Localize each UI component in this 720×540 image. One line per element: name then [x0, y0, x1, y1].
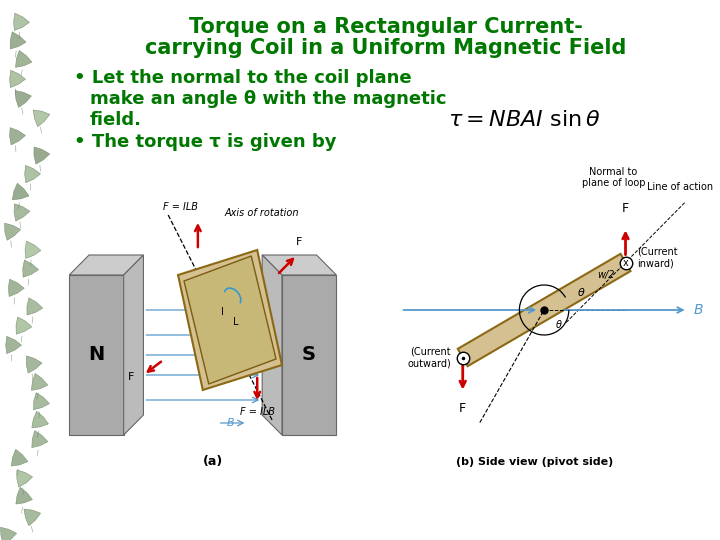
Text: $\theta$: $\theta$: [577, 286, 586, 298]
Polygon shape: [24, 165, 40, 183]
Text: F: F: [127, 372, 134, 382]
Text: carrying Coil in a Uniform Magnetic Field: carrying Coil in a Uniform Magnetic Fiel…: [145, 38, 626, 58]
Polygon shape: [25, 241, 41, 258]
Polygon shape: [184, 256, 276, 384]
Text: F: F: [459, 402, 467, 415]
Polygon shape: [124, 255, 143, 435]
Polygon shape: [9, 70, 25, 87]
Polygon shape: [262, 255, 336, 275]
Text: • Let the normal to the coil plane: • Let the normal to the coil plane: [74, 69, 412, 87]
Polygon shape: [458, 254, 631, 366]
Text: (a): (a): [202, 455, 222, 468]
Text: Line of action: Line of action: [647, 183, 713, 192]
Polygon shape: [16, 317, 32, 334]
Polygon shape: [32, 430, 48, 448]
Polygon shape: [69, 275, 124, 435]
Text: S: S: [302, 346, 315, 365]
Text: • The torque τ is given by: • The torque τ is given by: [74, 133, 337, 151]
Polygon shape: [69, 255, 143, 275]
Polygon shape: [26, 356, 42, 373]
Text: F: F: [622, 201, 629, 214]
Polygon shape: [10, 32, 26, 49]
Polygon shape: [12, 449, 28, 466]
Text: w/2: w/2: [597, 270, 614, 280]
Text: (b) Side view (pivot side): (b) Side view (pivot side): [456, 457, 613, 467]
Text: field.: field.: [90, 111, 142, 129]
Text: F = ILB: F = ILB: [163, 202, 198, 212]
Polygon shape: [178, 250, 282, 390]
Polygon shape: [24, 509, 40, 526]
Polygon shape: [262, 255, 282, 435]
Polygon shape: [27, 298, 42, 315]
Text: N: N: [88, 346, 104, 365]
Polygon shape: [16, 50, 32, 68]
Polygon shape: [32, 374, 48, 390]
Polygon shape: [14, 204, 30, 221]
Polygon shape: [33, 110, 50, 127]
Polygon shape: [9, 279, 24, 296]
Text: Axis of rotation: Axis of rotation: [225, 208, 300, 218]
Text: B: B: [227, 418, 234, 428]
Text: F: F: [296, 237, 302, 247]
Text: B: B: [693, 303, 703, 317]
Polygon shape: [9, 127, 25, 145]
Text: I: I: [221, 307, 224, 317]
Polygon shape: [1, 527, 17, 540]
Text: make an angle θ with the magnetic: make an angle θ with the magnetic: [90, 90, 446, 108]
Text: Torque on a Rectangular Current-: Torque on a Rectangular Current-: [189, 17, 582, 37]
Polygon shape: [16, 488, 32, 504]
Polygon shape: [32, 411, 48, 428]
Text: (Current
outward): (Current outward): [407, 347, 451, 368]
Polygon shape: [23, 260, 39, 277]
Polygon shape: [12, 183, 29, 200]
Text: x: x: [623, 258, 629, 267]
Polygon shape: [17, 470, 32, 487]
Text: Normal to
plane of loop: Normal to plane of loop: [582, 167, 645, 188]
Polygon shape: [4, 223, 21, 240]
Polygon shape: [33, 393, 50, 410]
Text: F = ILB: F = ILB: [240, 407, 275, 417]
Text: L: L: [233, 317, 238, 327]
Text: (Current
inward): (Current inward): [637, 247, 678, 268]
Polygon shape: [14, 13, 30, 30]
Text: $\tau = NBAI\ \sin\theta$: $\tau = NBAI\ \sin\theta$: [448, 109, 600, 131]
Text: $\theta$: $\theta$: [555, 318, 563, 330]
Polygon shape: [6, 336, 22, 354]
Polygon shape: [34, 147, 50, 164]
Polygon shape: [15, 91, 32, 107]
Polygon shape: [282, 275, 336, 435]
